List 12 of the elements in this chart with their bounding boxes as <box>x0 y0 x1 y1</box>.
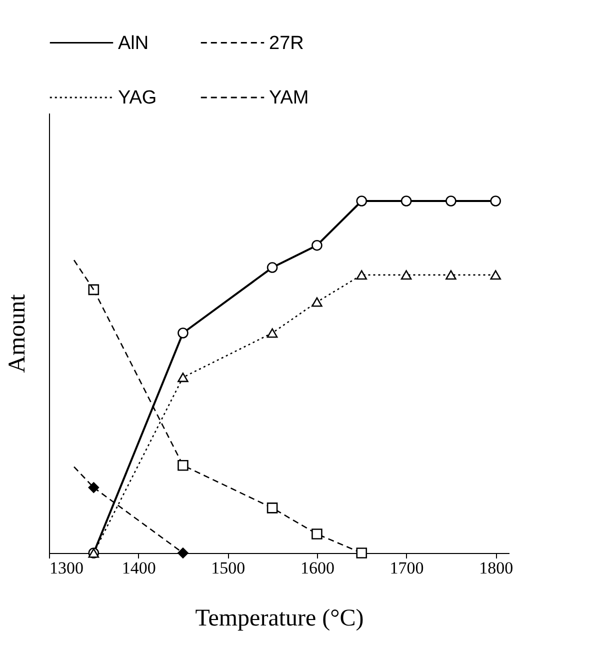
legend-label: 27R <box>269 32 304 54</box>
x-tick-label: 1500 <box>211 558 246 578</box>
x-tick-label: 1400 <box>122 558 156 578</box>
x-tick-label: 1600 <box>300 558 334 578</box>
legend-label: YAG <box>118 88 157 108</box>
x-tick-label: 1800 <box>479 558 514 578</box>
y-axis-title: Amount <box>4 294 30 373</box>
legend-label: AlN <box>118 32 149 54</box>
legend-label: YAM <box>269 88 309 108</box>
x-axis-title: Temperature (°C) <box>195 606 364 632</box>
x-tick-label: 1300 <box>50 558 84 578</box>
x-tick-label: 1700 <box>390 558 424 578</box>
